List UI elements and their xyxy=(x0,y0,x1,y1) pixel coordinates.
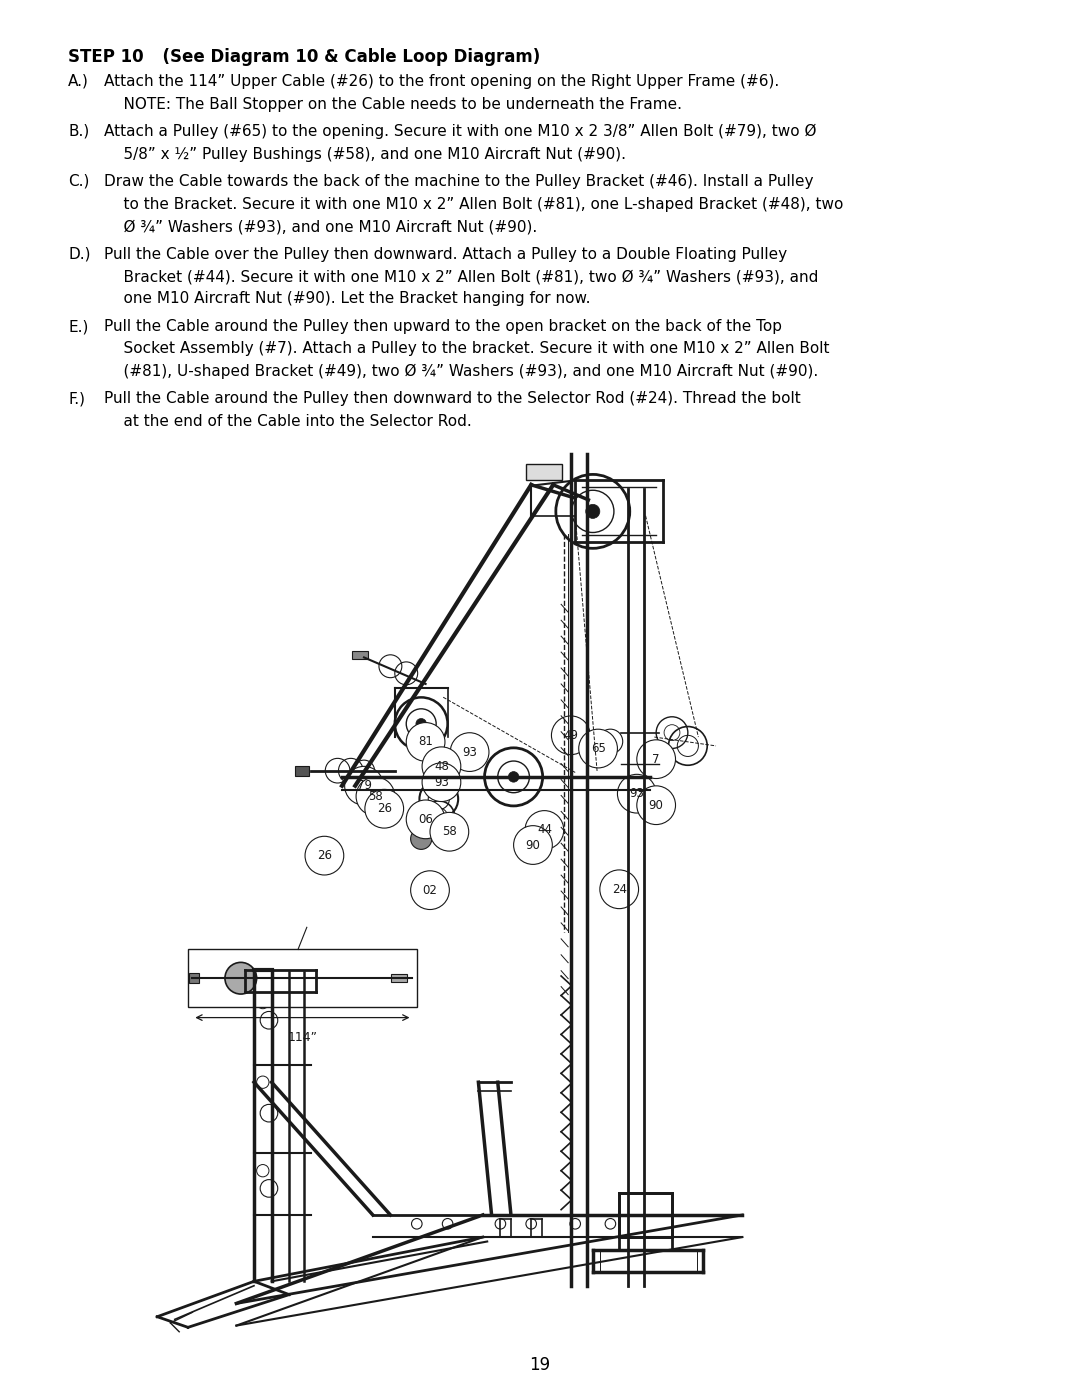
Circle shape xyxy=(365,789,404,828)
Text: STEP 10: STEP 10 xyxy=(68,47,144,66)
Text: 26: 26 xyxy=(377,802,392,816)
Text: Ø ¾” Washers (#93), and one M10 Aircraft Nut (#90).: Ø ¾” Washers (#93), and one M10 Aircraft… xyxy=(104,219,537,235)
Text: Pull the Cable around the Pulley then upward to the open bracket on the back of : Pull the Cable around the Pulley then up… xyxy=(104,319,782,334)
Text: 93: 93 xyxy=(462,746,477,759)
Text: 93: 93 xyxy=(434,775,449,789)
Text: to the Bracket. Secure it with one M10 x 2” Allen Bolt (#81), one L-shaped Brack: to the Bracket. Secure it with one M10 x… xyxy=(104,197,843,211)
Text: 81: 81 xyxy=(418,735,433,749)
Text: 49: 49 xyxy=(564,729,578,742)
FancyBboxPatch shape xyxy=(352,651,367,659)
Circle shape xyxy=(422,747,461,785)
Circle shape xyxy=(552,715,590,754)
FancyBboxPatch shape xyxy=(189,974,199,983)
Text: D.): D.) xyxy=(68,246,91,261)
Text: 26: 26 xyxy=(316,849,332,862)
Circle shape xyxy=(410,870,449,909)
Text: Attach the 114” Upper Cable (#26) to the front opening on the Right Upper Frame : Attach the 114” Upper Cable (#26) to the… xyxy=(104,74,780,89)
Circle shape xyxy=(618,774,657,813)
Circle shape xyxy=(579,729,618,768)
Text: 06: 06 xyxy=(418,813,433,826)
Circle shape xyxy=(509,771,518,782)
Text: Bracket (#44). Secure it with one M10 x 2” Allen Bolt (#81), two Ø ¾” Washers (#: Bracket (#44). Secure it with one M10 x … xyxy=(104,270,819,284)
FancyBboxPatch shape xyxy=(391,974,407,982)
Text: 90: 90 xyxy=(649,799,663,812)
Text: NOTE: The Ball Stopper on the Cable needs to be underneath the Frame.: NOTE: The Ball Stopper on the Cable need… xyxy=(104,96,681,112)
Circle shape xyxy=(406,722,445,761)
Circle shape xyxy=(599,870,638,908)
Text: 02: 02 xyxy=(422,884,437,897)
Text: 44: 44 xyxy=(537,823,552,837)
Circle shape xyxy=(430,813,469,851)
Circle shape xyxy=(345,767,383,805)
Text: 7: 7 xyxy=(652,753,660,766)
Text: 90: 90 xyxy=(526,838,540,852)
Text: (#81), U-shaped Bracket (#49), two Ø ¾” Washers (#93), and one M10 Aircraft Nut : (#81), U-shaped Bracket (#49), two Ø ¾” … xyxy=(104,365,819,380)
Text: Pull the Cable around the Pulley then downward to the Selector Rod (#24). Thread: Pull the Cable around the Pulley then do… xyxy=(104,391,800,407)
Circle shape xyxy=(637,740,675,778)
Text: Draw the Cable towards the back of the machine to the Pulley Bracket (#46). Inst: Draw the Cable towards the back of the m… xyxy=(104,175,813,189)
Text: B.): B.) xyxy=(68,124,90,138)
Circle shape xyxy=(410,828,432,849)
Text: at the end of the Cable into the Selector Rod.: at the end of the Cable into the Selecto… xyxy=(104,414,472,429)
Text: 65: 65 xyxy=(591,742,606,754)
Text: 58: 58 xyxy=(442,826,457,838)
Circle shape xyxy=(225,963,257,995)
Text: Pull the Cable over the Pulley then downward. Attach a Pulley to a Double Floati: Pull the Cable over the Pulley then down… xyxy=(104,246,787,261)
Text: one M10 Aircraft Nut (#90). Let the Bracket hanging for now.: one M10 Aircraft Nut (#90). Let the Brac… xyxy=(104,292,591,306)
Circle shape xyxy=(356,777,395,816)
Text: Attach a Pulley (#65) to the opening. Secure it with one M10 x 2 3/8” Allen Bolt: Attach a Pulley (#65) to the opening. Se… xyxy=(104,124,816,140)
Text: 5/8” x ½” Pulley Bushings (#58), and one M10 Aircraft Nut (#90).: 5/8” x ½” Pulley Bushings (#58), and one… xyxy=(104,147,626,162)
Text: C.): C.) xyxy=(68,175,90,189)
Circle shape xyxy=(422,763,461,802)
Text: F.): F.) xyxy=(68,391,85,407)
Text: 93: 93 xyxy=(630,787,645,800)
FancyBboxPatch shape xyxy=(295,766,309,775)
Text: 19: 19 xyxy=(529,1356,551,1375)
Text: 79: 79 xyxy=(356,780,372,792)
Circle shape xyxy=(416,718,427,729)
Text: A.): A.) xyxy=(68,74,89,89)
Circle shape xyxy=(450,733,489,771)
Text: 114”: 114” xyxy=(287,1031,318,1044)
Text: Socket Assembly (#7). Attach a Pulley to the bracket. Secure it with one M10 x 2: Socket Assembly (#7). Attach a Pulley to… xyxy=(104,341,829,356)
FancyBboxPatch shape xyxy=(188,950,417,1007)
Circle shape xyxy=(406,800,445,838)
Circle shape xyxy=(525,810,564,849)
Circle shape xyxy=(585,504,599,518)
Text: E.): E.) xyxy=(68,319,89,334)
Text: 24: 24 xyxy=(611,883,626,895)
Circle shape xyxy=(305,837,343,875)
Text: 58: 58 xyxy=(368,789,382,803)
Text: (See Diagram 10 & Cable Loop Diagram): (See Diagram 10 & Cable Loop Diagram) xyxy=(151,47,540,66)
FancyBboxPatch shape xyxy=(526,464,563,479)
Circle shape xyxy=(514,826,552,865)
Circle shape xyxy=(637,787,675,824)
Text: 48: 48 xyxy=(434,760,449,773)
